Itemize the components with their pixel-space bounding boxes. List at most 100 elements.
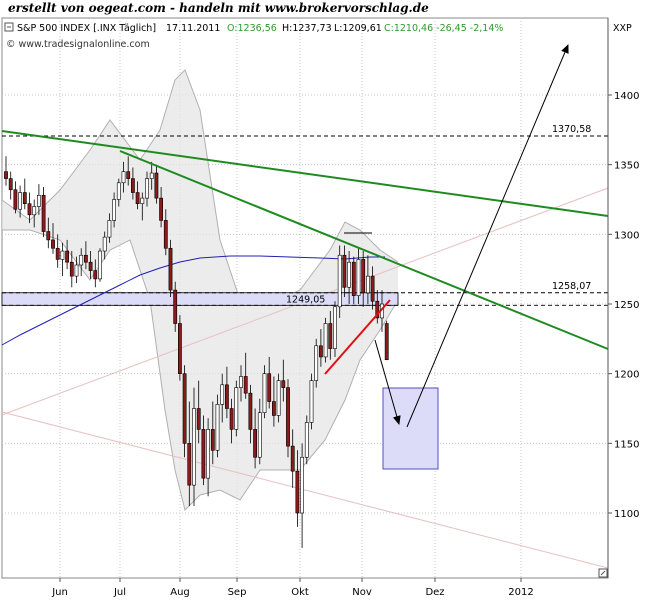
x-tick-label: Okt [291,587,309,598]
candle-body [4,171,8,179]
candle-body [196,408,201,430]
candle-body [46,231,51,241]
candle-body [281,380,286,388]
band-lower [2,229,399,511]
candle-body [192,408,196,486]
candle-body [140,197,145,204]
y-tick-label: 1100 [614,509,639,520]
candle-body [271,401,276,416]
candle-body [102,236,107,252]
candle-body [201,429,206,479]
candle-body [328,323,333,349]
x-tick-label: 2012 [508,587,533,598]
y-axis: 1100 1150 1200 1250 1300 1350 1400 [607,18,639,578]
candle-body [276,380,281,416]
x-tick-label: Dez [425,587,444,598]
candle-body [55,247,60,260]
header-high: H:1237,73 [282,23,332,34]
header-close: C:1210,46 -26,45 -2,14% [384,23,503,34]
header-watermark: © www.tradesignalonline.com [6,39,150,50]
candle-body [13,189,18,210]
candle-body [131,178,135,193]
candle-body [375,300,380,319]
banner-text: erstellt von oegeat.com - handeln mit ww… [8,1,429,15]
candle-body [93,270,98,280]
candle-body [8,178,13,191]
chart-header: S&P 500 INDEX [.INX Täglich] 17.11.2011 … [4,22,632,50]
candle-body [163,220,168,249]
bollinger-band [1,69,399,511]
candle-body [27,203,32,216]
annotations [1,44,609,470]
candle-body [135,192,140,204]
candle-body [384,323,389,361]
y-tick-label: 1350 [614,161,639,172]
candle-body [351,261,356,296]
candle-body [347,261,352,288]
arrow-up [406,44,569,428]
arrow-down [374,339,401,425]
candle-body [229,408,234,430]
candle-body [337,254,342,308]
candle-body [173,289,178,324]
header-date: 17.11.2011 [166,23,220,34]
candle-body [154,172,159,199]
candle-body [98,250,102,280]
x-axis: Jun Jul Aug Sep Okt Nov Dez 2012 [51,578,534,598]
axis-code: XXP [613,23,632,34]
y-tick-label: 1250 [614,300,639,311]
candle-body [361,259,366,294]
candle-body [333,306,337,349]
candle-body [178,323,182,374]
candle-body [314,345,319,381]
candle-body [206,429,211,479]
candle-body [149,172,154,179]
y-tick-label: 1400 [614,91,639,102]
candle-body [356,259,361,296]
candle-body [370,275,375,302]
x-tick-label: Sep [228,587,247,598]
band-fill [2,70,398,510]
candle-body [239,376,243,388]
candle-body [41,195,46,232]
candle-body [248,392,253,430]
candle-body [323,323,328,358]
candle-body [253,429,258,458]
candle-body [295,470,300,514]
header-symbol: S&P 500 INDEX [.INX Täglich] [17,23,156,34]
header-open: O:1236,56 [227,23,277,34]
level-label: 1370,58 [552,124,591,135]
trendline-steep [119,150,609,350]
band-upper [1,69,399,301]
candle-body [300,456,305,514]
candle-body [88,261,93,271]
x-tick-label: Nov [352,587,372,598]
overlays: 1370,58 1258,07 1249,05 [1,124,609,569]
candle-body [84,254,88,263]
candle-body [182,373,187,444]
support-line [324,299,391,375]
candle-body [32,206,37,216]
candle-body [112,199,117,221]
candle-body [318,345,323,358]
level-label: 1249,05 [286,294,325,305]
y-tick-label: 1200 [614,370,639,381]
trendline-long [1,130,609,217]
candle-body [215,404,220,451]
candle-body [159,197,164,221]
y-tick-label: 1150 [614,439,639,450]
candle-body [107,220,112,238]
candle-body [342,254,347,288]
candle-body [145,178,149,199]
long-trend-down [1,411,609,569]
x-tick-label: Jul [113,587,126,598]
candle-body [220,384,225,405]
target-zone [382,387,439,470]
candle-body [365,275,370,294]
candle-body [243,376,248,394]
candle-body [51,239,55,249]
y-tick-label: 1300 [614,230,639,241]
candle-body [65,250,70,263]
level-label: 1258,07 [552,281,591,292]
candle-body [60,250,65,260]
